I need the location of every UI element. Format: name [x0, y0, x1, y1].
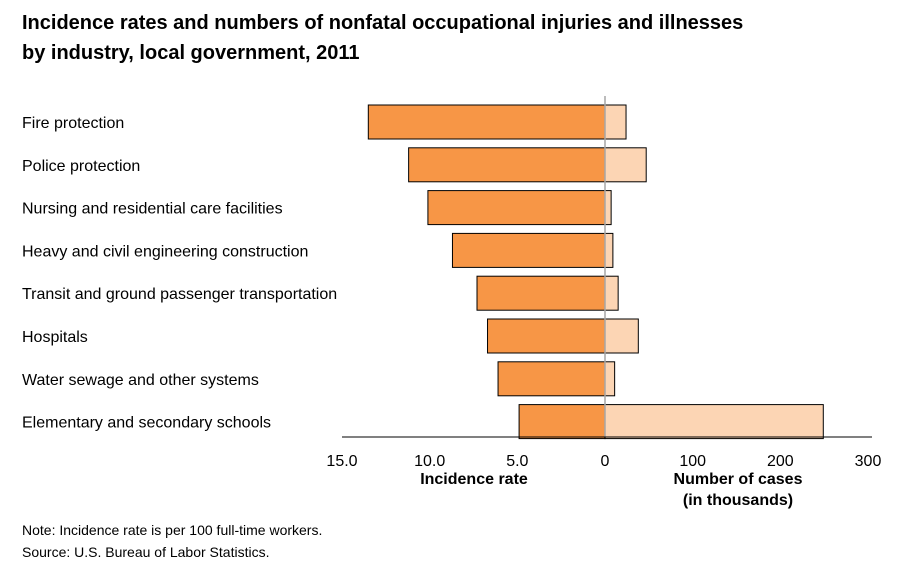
- incidence-rate-bar: [487, 318, 606, 354]
- x-tick-label: 15.0: [326, 453, 357, 470]
- case-count-bar: [604, 275, 619, 311]
- category-label: Transit and ground passenger transportat…: [22, 286, 337, 303]
- chart-title-line-1: Incidence rates and numbers of nonfatal …: [22, 12, 744, 34]
- incidence-rate-bars: [367, 104, 606, 440]
- incidence-rate-bar: [367, 104, 606, 140]
- right-axis-title: (in thousands): [683, 492, 793, 509]
- x-tick-label: 0: [601, 453, 610, 470]
- right-axis-title: Number of cases: [674, 471, 803, 488]
- case-count-bars: [604, 104, 824, 440]
- case-count-bar: [604, 232, 614, 268]
- x-tick-label: 5.0: [506, 453, 528, 470]
- incidence-rate-bar: [451, 232, 606, 268]
- category-label: Nursing and residential care facilities: [22, 201, 283, 218]
- incidence-rate-bar: [497, 361, 606, 397]
- incidence-rate-bar: [476, 275, 606, 311]
- case-count-bar: [604, 318, 639, 354]
- note-text: Note: Incidence rate is per 100 full-tim…: [22, 522, 323, 538]
- category-label: Hospitals: [22, 329, 88, 346]
- incidence-rate-bar: [408, 147, 606, 183]
- x-tick-label: 300: [855, 453, 882, 470]
- chart-title-line-2: by industry, local government, 2011: [22, 42, 360, 64]
- x-tick-labels: 15.0 10.0 5.0 0 100 200 300: [326, 453, 881, 470]
- category-label: Heavy and civil engineering construction: [22, 243, 308, 260]
- x-tick-label: 10.0: [414, 453, 445, 470]
- chart-title: Incidence rates and numbers of nonfatal …: [22, 8, 882, 68]
- case-count-bar: [604, 404, 824, 440]
- incidence-rate-bar: [427, 190, 606, 226]
- category-label: Fire protection: [22, 115, 124, 132]
- case-count-bar: [604, 190, 612, 226]
- category-label: Police protection: [22, 158, 140, 175]
- category-labels: Fire protection Police protection Nursing …: [22, 115, 337, 432]
- case-count-bar: [604, 147, 647, 183]
- axis-titles: Incidence rate Number of cases (in thousan…: [420, 471, 802, 509]
- category-label: Elementary and secondary schools: [22, 415, 271, 432]
- case-count-bar: [604, 104, 627, 140]
- incidence-rate-bar: [518, 404, 606, 440]
- chart-notes: Note: Incidence rate is per 100 full-tim…: [22, 519, 322, 563]
- case-count-bar: [604, 361, 616, 397]
- x-tick-label: 200: [767, 453, 794, 470]
- left-axis-title: Incidence rate: [420, 471, 528, 488]
- x-tick-label: 100: [679, 453, 706, 470]
- category-label: Water sewage and other systems: [22, 372, 259, 389]
- source-text: Source: U.S. Bureau of Labor Statistics.: [22, 544, 270, 560]
